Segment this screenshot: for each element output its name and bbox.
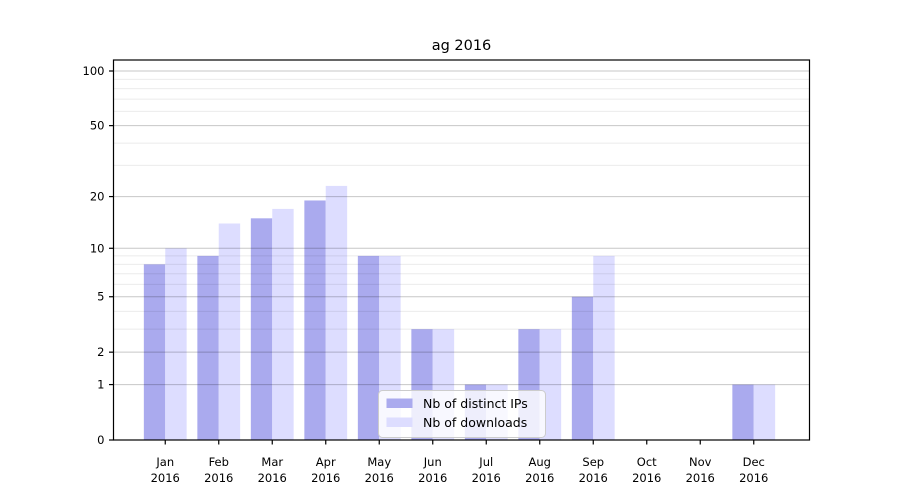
x-tick-label: Nov 2016 xyxy=(686,455,715,485)
y-tick-label: 50 xyxy=(90,119,105,133)
x-tick-label: Apr 2016 xyxy=(311,455,340,485)
bar-ips-11 xyxy=(732,384,754,440)
bar-ips-8 xyxy=(571,296,594,440)
legend: Nb of distinct IPs Nb of downloads xyxy=(378,390,546,438)
bar-ips-4 xyxy=(357,255,380,440)
x-tick-label: Dec 2016 xyxy=(739,455,768,485)
plot-border xyxy=(112,59,811,441)
y-tick-label: 10 xyxy=(90,241,105,255)
bar-downloads-11 xyxy=(753,384,776,440)
legend-label-distinct-ips: Nb of distinct IPs xyxy=(423,396,528,411)
bar-downloads-1 xyxy=(218,223,241,440)
legend-box xyxy=(378,390,546,438)
bar-ips-2 xyxy=(250,218,273,440)
y-tick-label: 0 xyxy=(97,433,104,447)
legend-swatch-downloads xyxy=(386,417,413,427)
bar-ips-0 xyxy=(143,264,166,440)
x-tick-label: Mar 2016 xyxy=(258,455,287,485)
grid-layer xyxy=(113,70,810,386)
x-tick-label: Feb 2016 xyxy=(204,455,233,485)
bar-downloads-0 xyxy=(165,248,187,440)
x-tick-label: Jun 2016 xyxy=(418,455,447,485)
x-tick-label: May 2016 xyxy=(365,455,394,485)
x-tick-label: Jan 2016 xyxy=(151,455,180,485)
y-tick-label: 1 xyxy=(97,378,104,392)
x-tick-label: Sep 2016 xyxy=(579,455,608,485)
y-tick-label: 5 xyxy=(97,290,104,304)
legend-swatch-distinct-ips xyxy=(386,398,413,408)
legend-label-downloads: Nb of downloads xyxy=(423,415,527,430)
bar-downloads-3 xyxy=(325,185,348,440)
bar-downloads-8 xyxy=(593,255,615,440)
x-tick-label: Aug 2016 xyxy=(525,455,554,485)
y-tick-label: 20 xyxy=(90,190,105,204)
bar-downloads-2 xyxy=(272,208,294,440)
x-tick-label: Oct 2016 xyxy=(632,455,661,485)
y-tick-label: 100 xyxy=(83,64,105,78)
chart-title: ag 2016 xyxy=(432,38,492,54)
bar-ips-1 xyxy=(197,255,219,440)
x-tick-label: Jul 2016 xyxy=(472,455,501,485)
y-tick-label: 2 xyxy=(97,345,104,359)
bar-ips-3 xyxy=(304,200,326,440)
